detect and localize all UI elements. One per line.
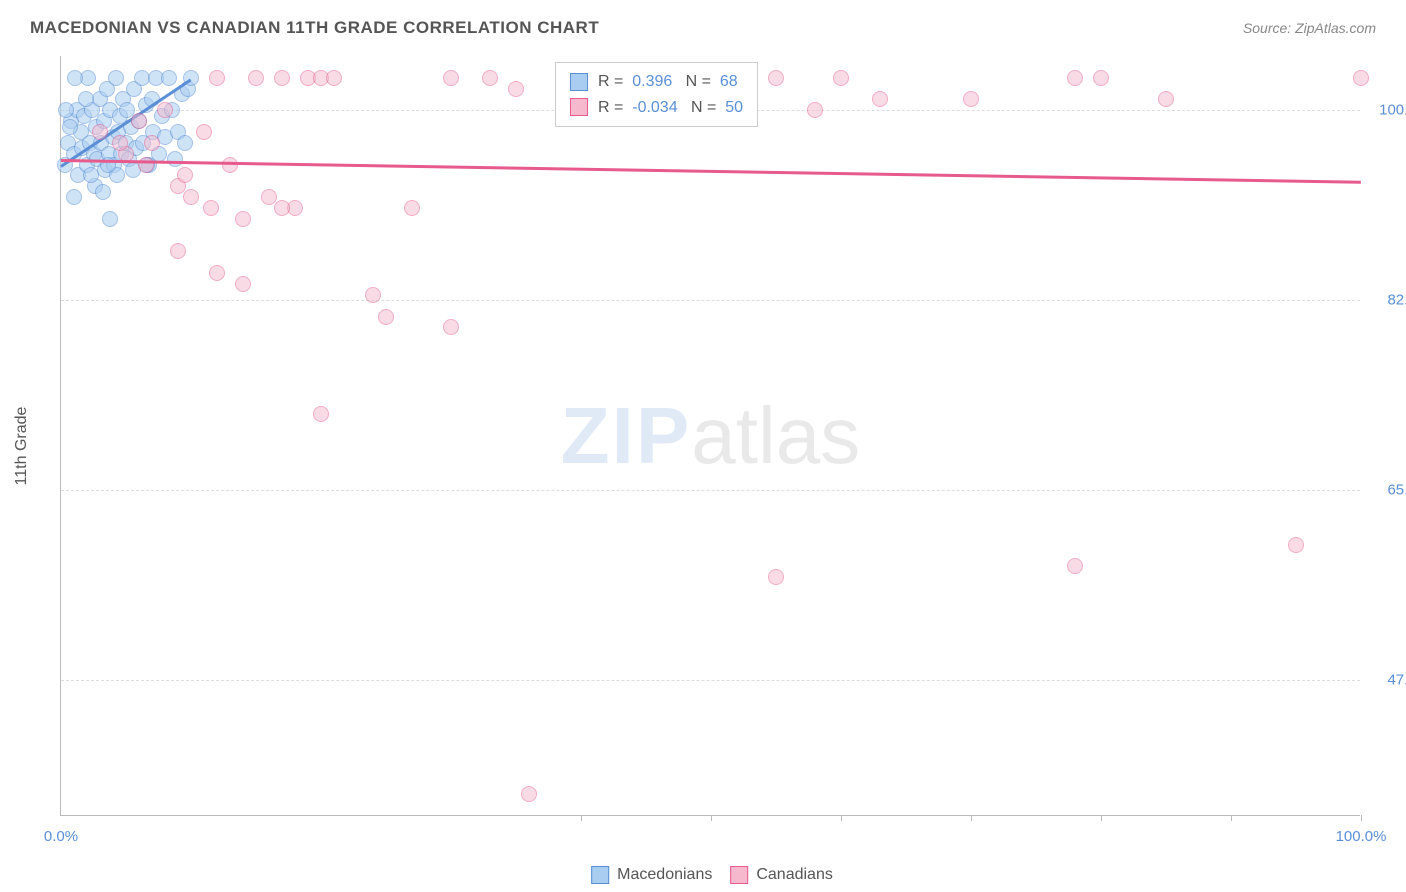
canadians-point: [404, 200, 420, 216]
legend-swatch: [591, 866, 609, 884]
canadians-point: [235, 211, 251, 227]
canadians-point: [443, 319, 459, 335]
macedonians-point: [102, 211, 118, 227]
legend-label: Macedonians: [617, 866, 712, 883]
legend-n-value: 50: [725, 99, 743, 116]
legend-swatch: [570, 98, 588, 116]
x-tick-label: 100.0%: [1336, 828, 1387, 845]
canadians-point: [1353, 70, 1369, 86]
legend-swatch: [730, 866, 748, 884]
watermark-part1: ZIP: [561, 391, 691, 480]
canadians-point: [144, 135, 160, 151]
y-tick-label: 47.5%: [1370, 672, 1406, 689]
canadians-point: [138, 157, 154, 173]
canadians-point: [177, 167, 193, 183]
legend-n-value: 68: [720, 73, 738, 90]
canadians-trendline: [61, 159, 1361, 184]
canadians-point: [768, 70, 784, 86]
gridline: [61, 300, 1360, 301]
x-tick-mark: [581, 815, 582, 821]
x-tick-mark: [1231, 815, 1232, 821]
gridline: [61, 490, 1360, 491]
y-tick-label: 65.0%: [1370, 482, 1406, 499]
macedonians-point: [78, 91, 94, 107]
legend-stats: R = 0.396 N = 68R = -0.034 N = 50: [555, 62, 758, 127]
macedonians-point: [167, 151, 183, 167]
canadians-point: [196, 124, 212, 140]
canadians-point: [443, 70, 459, 86]
macedonians-point: [66, 189, 82, 205]
legend-swatch: [570, 73, 588, 91]
canadians-point: [131, 113, 147, 129]
canadians-point: [807, 102, 823, 118]
canadians-point: [209, 70, 225, 86]
y-axis-label: 11th Grade: [13, 407, 31, 486]
legend-r-value: 0.396: [632, 73, 672, 90]
canadians-point: [313, 406, 329, 422]
canadians-point: [326, 70, 342, 86]
canadians-point: [872, 91, 888, 107]
macedonians-point: [177, 135, 193, 151]
plot-area: ZIPatlas 100.0%82.5%65.0%47.5%0.0%100.0%…: [60, 56, 1360, 816]
macedonians-point: [108, 70, 124, 86]
legend-stats-row: R = 0.396 N = 68: [570, 69, 743, 95]
x-tick-mark: [1361, 815, 1362, 821]
legend-bottom: Macedonians Canadians: [573, 866, 833, 884]
canadians-point: [1288, 537, 1304, 553]
canadians-point: [157, 102, 173, 118]
x-tick-mark: [711, 815, 712, 821]
canadians-point: [1067, 70, 1083, 86]
canadians-point: [274, 70, 290, 86]
canadians-point: [1093, 70, 1109, 86]
canadians-point: [235, 276, 251, 292]
chart-source: Source: ZipAtlas.com: [1243, 20, 1376, 36]
canadians-point: [768, 569, 784, 585]
canadians-point: [183, 189, 199, 205]
canadians-point: [248, 70, 264, 86]
macedonians-point: [58, 102, 74, 118]
gridline: [61, 680, 1360, 681]
canadians-point: [92, 124, 108, 140]
canadians-point: [365, 287, 381, 303]
macedonians-point: [95, 184, 111, 200]
x-tick-mark: [1101, 815, 1102, 821]
y-tick-label: 100.0%: [1370, 102, 1406, 119]
canadians-point: [378, 309, 394, 325]
canadians-point: [209, 265, 225, 281]
legend-label: Canadians: [756, 866, 833, 883]
macedonians-point: [67, 70, 83, 86]
canadians-point: [521, 786, 537, 802]
watermark-part2: atlas: [691, 391, 860, 480]
canadians-point: [274, 200, 290, 216]
canadians-point: [203, 200, 219, 216]
canadians-point: [833, 70, 849, 86]
x-tick-mark: [841, 815, 842, 821]
macedonians-point: [161, 70, 177, 86]
x-tick-mark: [971, 815, 972, 821]
x-tick-label: 0.0%: [44, 828, 78, 845]
canadians-point: [112, 135, 128, 151]
watermark: ZIPatlas: [561, 390, 860, 482]
canadians-point: [963, 91, 979, 107]
chart-header: MACEDONIAN VS CANADIAN 11TH GRADE CORREL…: [30, 18, 1376, 38]
chart-title: MACEDONIAN VS CANADIAN 11TH GRADE CORREL…: [30, 18, 599, 38]
canadians-point: [170, 243, 186, 259]
legend-r-value: -0.034: [632, 99, 677, 116]
canadians-point: [482, 70, 498, 86]
macedonians-point: [83, 167, 99, 183]
y-tick-label: 82.5%: [1370, 292, 1406, 309]
canadians-point: [1158, 91, 1174, 107]
canadians-point: [1067, 558, 1083, 574]
canadians-point: [508, 81, 524, 97]
legend-stats-row: R = -0.034 N = 50: [570, 95, 743, 121]
macedonians-point: [62, 119, 78, 135]
